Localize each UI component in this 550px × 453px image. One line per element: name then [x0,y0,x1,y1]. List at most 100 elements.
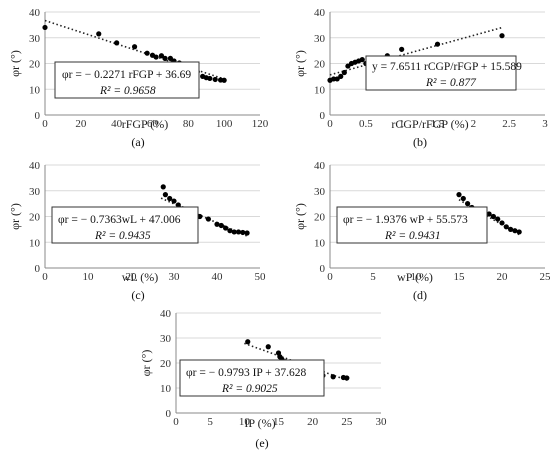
data-point [456,192,462,198]
data-point [131,44,138,50]
equation-box [51,206,199,244]
x-tick-label: 1 [399,118,405,130]
y-tick-label: 10 [314,84,326,96]
data-point [205,216,211,222]
data-point [227,228,233,234]
x-axis-label: wP (%) [397,270,433,284]
panel-label: (d) [413,288,427,302]
data-point [338,73,344,79]
x-tick-label: 0 [173,416,179,428]
x-tick-label: 0 [42,118,48,130]
y-axis-label: φr (°) [293,50,307,77]
x-tick-label: 10 [83,271,95,283]
data-point [499,220,505,226]
data-point [207,75,213,82]
y-axis-label: φr (°) [293,203,307,230]
x-tick-label: 80 [183,118,195,130]
x-tick-label: 3 [542,118,548,130]
data-point [162,192,168,198]
data-point [42,24,48,31]
data-point [434,41,441,47]
data-point [359,57,365,63]
x-tick-label: 15 [273,416,285,428]
y-tick-label: 30 [29,186,41,198]
chart-panel: 0 5 10 15 20 25 30 0 10 20 30 40 φr (°) IP (%) φr = − … [139,308,387,450]
x-tick-label: 0 [327,271,333,283]
x-axis-label: rCGP/rFGP (%) [391,117,468,131]
panel-label: (e) [255,436,268,450]
data-point [244,230,250,236]
y-tick-label: 20 [29,212,41,224]
y-axis-label: φr (°) [8,50,22,77]
y-tick-label: 40 [314,7,326,19]
r-squared: R² = 0.9025 [221,383,278,395]
x-tick-label: 15 [454,271,466,283]
data-point [330,76,337,82]
data-point [512,228,518,234]
y-tick-label: 10 [160,383,172,395]
x-tick-label: 60 [147,118,159,130]
data-point [490,213,496,220]
y-tick-label: 40 [29,160,41,172]
data-point [499,33,505,39]
regression-equation: φr = − 0.7363wL + 47.006 [58,214,181,226]
x-tick-label: 10 [411,271,423,283]
x-axis-label: wL (%) [122,270,159,284]
x-tick-label: 10 [239,416,251,428]
x-tick-label: 20 [497,271,509,283]
x-tick-label: 2.5 [502,118,516,130]
x-tick-label: 1.5 [431,118,445,130]
data-point [399,46,405,52]
data-point [344,375,350,381]
data-point [96,31,102,37]
data-point [171,198,177,204]
y-tick-label: 10 [314,237,326,249]
y-tick-label: 20 [314,212,326,224]
x-tick-label: 2 [471,118,477,130]
y-tick-label: 40 [160,308,172,320]
data-point [341,69,347,76]
data-point [175,202,181,208]
regression-equation: φr = − 1.9376 wP + 55.573 [343,214,468,226]
data-point [486,211,492,217]
y-tick-label: 20 [314,59,326,71]
panel-label: (b) [413,135,427,149]
chart-panel: 0 10 20 30 40 50 0 10 20 30 40 φr (°) wL (%) φr = − 0… [8,160,266,302]
equation-box [336,206,488,244]
data-point [218,222,224,229]
data-point [460,195,466,202]
data-point [235,229,242,235]
r-squared: R² = 0.9431 [384,230,441,242]
chart-panel: 0 5 10 15 20 25 0 10 20 30 40 φr (°) wP (%) φr = − 1.… [293,160,550,302]
y-tick-label: 30 [29,33,41,45]
data-point [114,40,120,46]
data-point [345,63,351,69]
x-tick-label: 40 [111,118,123,130]
chart-panel: 0 20 40 60 80 100 120 0 10 20 30 40 φr (°) rFGP (%) φr… [8,7,269,149]
data-point [223,225,229,231]
data-point [330,374,336,380]
data-point [158,53,165,59]
data-point [231,229,237,235]
data-point [144,50,150,56]
equation-box [54,61,200,99]
y-tick-label: 30 [314,33,326,45]
y-tick-label: 20 [29,59,41,71]
data-point [495,216,501,222]
y-tick-label: 30 [160,333,172,345]
x-tick-label: 30 [376,416,388,428]
data-point [212,76,218,83]
data-point [153,54,159,60]
x-tick-label: 40 [212,271,224,283]
x-tick-label: 25 [341,416,353,428]
x-tick-label: 5 [207,416,213,428]
data-point [214,221,220,227]
data-point [167,195,173,202]
x-tick-label: 25 [540,271,550,283]
y-tick-label: 40 [314,160,326,172]
panel-label: (a) [131,135,144,149]
x-tick-label: 20 [126,271,138,283]
y-tick-label: 0 [35,110,41,122]
regression-equation: φr = − 0.2271 rFGP + 36.69 [62,69,191,81]
